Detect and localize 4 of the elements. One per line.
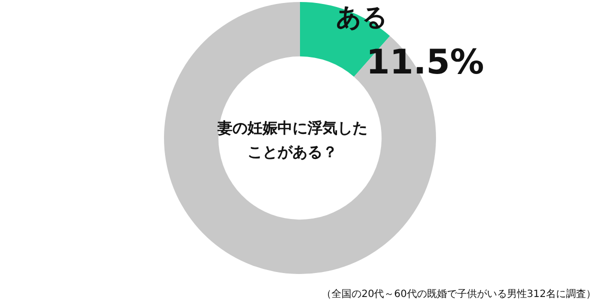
data-label: 11.5% [366,42,484,83]
text: （全国の20代～60代の既婚で子供がいる男性312名に調査） [321,288,596,301]
slice-label: ある [336,2,388,32]
text: 妻の妊娠中に浮気したことがある？ [216,118,368,163]
